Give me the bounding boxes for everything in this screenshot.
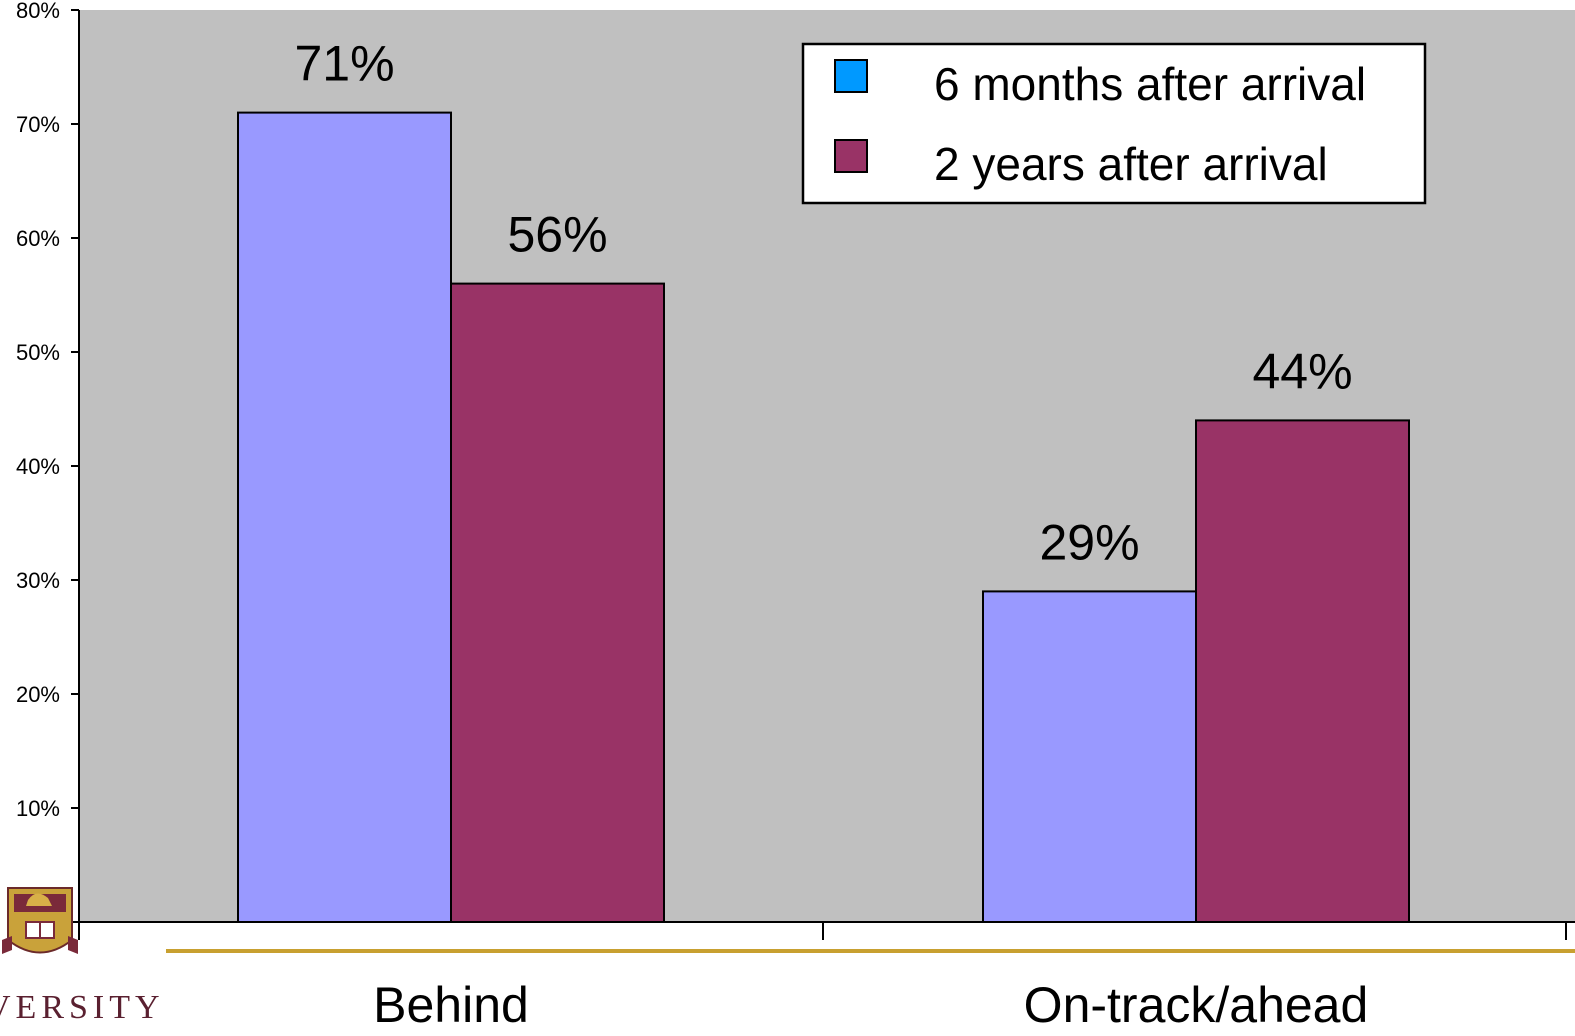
y-tick-label: 10% [16,796,60,821]
legend-swatch [834,59,868,93]
category-labels: Behind On-track/ahead [373,977,1368,1031]
university-crest-icon [2,887,78,954]
bar-on-track-2-years [1195,419,1410,923]
legend-swatch [834,139,868,173]
bar-on-track-6-months [982,590,1197,924]
legend-label: 6 months after arrival [934,58,1366,110]
bars-layer [237,111,1410,924]
data-label: 56% [507,207,607,263]
y-tick-label: 40% [16,454,60,479]
x-category-label: On-track/ahead [1024,977,1369,1031]
y-tick-label: 60% [16,226,60,251]
data-label: 29% [1039,514,1139,570]
y-tick-label: 70% [16,112,60,137]
y-tick-label: 20% [16,682,60,707]
y-tick-label: 30% [16,568,60,593]
y-tick-label: 50% [16,340,60,365]
bar-behind-2-years [450,282,665,924]
legend: 6 months after arrival 2 years after arri… [801,42,1427,205]
legend-box [801,42,1427,205]
footer: VERSITY [0,887,1575,1026]
x-category-label: Behind [373,977,529,1031]
bar-behind-6-months [237,111,452,924]
y-tick-label: 80% [16,0,60,23]
data-labels: 71% 56% 29% 44% [294,36,1352,571]
legend-label: 2 years after arrival [934,138,1328,190]
data-label: 44% [1252,343,1352,399]
institution-name: VERSITY [0,989,165,1026]
data-label: 71% [294,36,394,92]
